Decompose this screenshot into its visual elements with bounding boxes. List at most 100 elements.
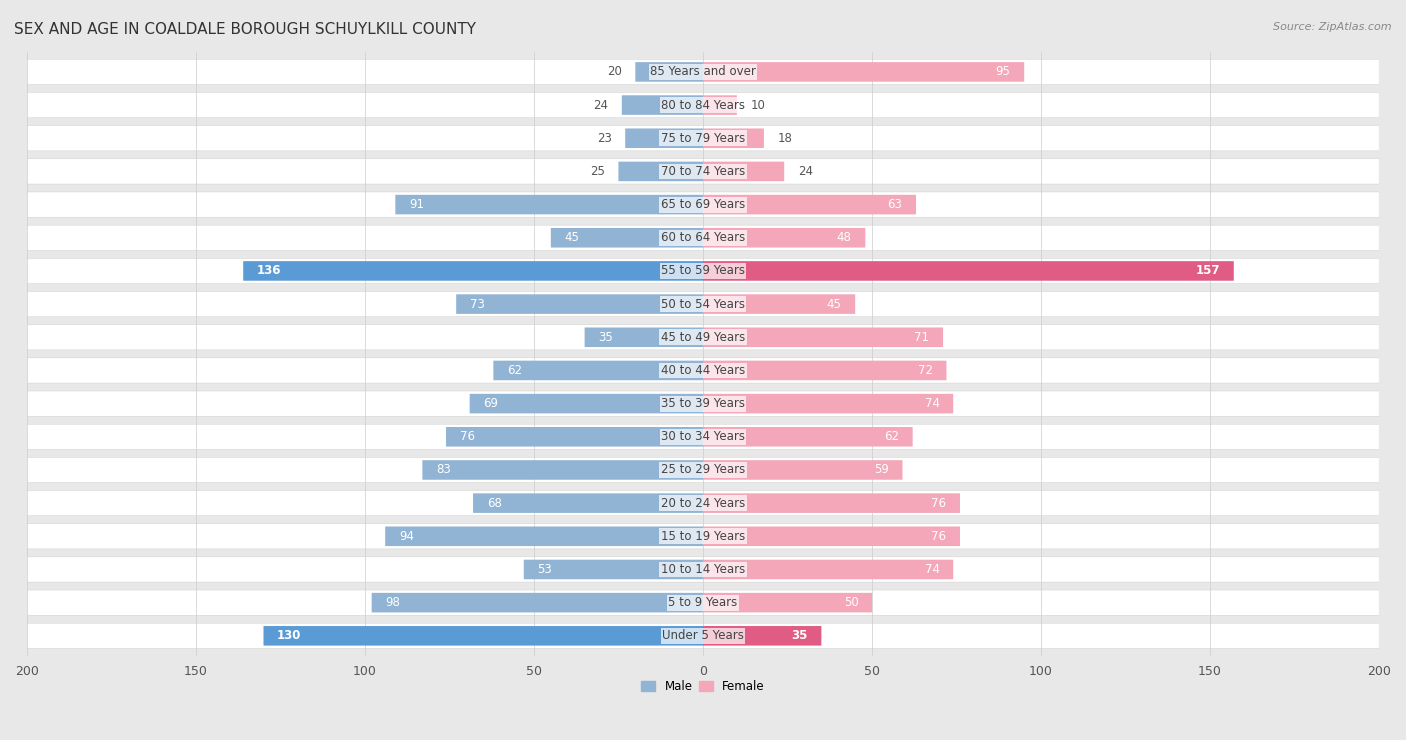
Text: 94: 94 (399, 530, 413, 543)
FancyBboxPatch shape (27, 457, 1379, 482)
FancyBboxPatch shape (27, 391, 1379, 416)
FancyBboxPatch shape (703, 295, 855, 314)
FancyBboxPatch shape (446, 427, 703, 446)
Text: 75 to 79 Years: 75 to 79 Years (661, 132, 745, 145)
FancyBboxPatch shape (703, 195, 917, 215)
FancyBboxPatch shape (385, 527, 703, 546)
Legend: Male, Female: Male, Female (637, 676, 769, 698)
Text: 10 to 14 Years: 10 to 14 Years (661, 563, 745, 576)
Text: 68: 68 (486, 497, 502, 510)
Text: 71: 71 (914, 331, 929, 344)
Text: 24: 24 (593, 98, 609, 112)
FancyBboxPatch shape (703, 593, 872, 613)
Text: 18: 18 (778, 132, 792, 145)
Text: 24: 24 (797, 165, 813, 178)
FancyBboxPatch shape (27, 424, 1379, 449)
Text: 63: 63 (887, 198, 903, 211)
Text: 50: 50 (844, 596, 859, 609)
FancyBboxPatch shape (703, 261, 1234, 280)
FancyBboxPatch shape (27, 92, 1379, 118)
Text: 35: 35 (792, 629, 808, 642)
Text: 45: 45 (564, 232, 579, 244)
FancyBboxPatch shape (243, 261, 703, 280)
Text: 23: 23 (598, 132, 612, 145)
FancyBboxPatch shape (703, 626, 821, 645)
FancyBboxPatch shape (703, 228, 865, 248)
FancyBboxPatch shape (27, 159, 1379, 184)
FancyBboxPatch shape (703, 527, 960, 546)
Text: 76: 76 (931, 497, 946, 510)
FancyBboxPatch shape (636, 62, 703, 81)
FancyBboxPatch shape (27, 590, 1379, 615)
FancyBboxPatch shape (27, 258, 1379, 283)
Text: 72: 72 (918, 364, 932, 377)
Text: 95: 95 (995, 65, 1011, 78)
FancyBboxPatch shape (494, 360, 703, 380)
Text: 5 to 9 Years: 5 to 9 Years (668, 596, 738, 609)
Text: 59: 59 (875, 463, 889, 477)
Text: 83: 83 (436, 463, 451, 477)
Text: 40 to 44 Years: 40 to 44 Years (661, 364, 745, 377)
FancyBboxPatch shape (621, 95, 703, 115)
Text: 62: 62 (884, 430, 898, 443)
FancyBboxPatch shape (703, 95, 737, 115)
FancyBboxPatch shape (456, 295, 703, 314)
FancyBboxPatch shape (703, 62, 1024, 81)
Text: 98: 98 (385, 596, 401, 609)
Text: 60 to 64 Years: 60 to 64 Years (661, 232, 745, 244)
Text: 35: 35 (598, 331, 613, 344)
FancyBboxPatch shape (472, 494, 703, 513)
Text: 48: 48 (837, 232, 852, 244)
Text: Source: ZipAtlas.com: Source: ZipAtlas.com (1274, 22, 1392, 33)
Text: 73: 73 (470, 297, 485, 311)
FancyBboxPatch shape (27, 557, 1379, 582)
FancyBboxPatch shape (703, 360, 946, 380)
FancyBboxPatch shape (703, 161, 785, 181)
Text: 74: 74 (925, 397, 939, 410)
Text: 45 to 49 Years: 45 to 49 Years (661, 331, 745, 344)
FancyBboxPatch shape (703, 328, 943, 347)
FancyBboxPatch shape (703, 559, 953, 579)
FancyBboxPatch shape (27, 192, 1379, 218)
Text: 74: 74 (925, 563, 939, 576)
Text: 25 to 29 Years: 25 to 29 Years (661, 463, 745, 477)
FancyBboxPatch shape (27, 292, 1379, 317)
Text: 157: 157 (1195, 264, 1220, 278)
FancyBboxPatch shape (703, 427, 912, 446)
Text: 65 to 69 Years: 65 to 69 Years (661, 198, 745, 211)
FancyBboxPatch shape (27, 524, 1379, 549)
Text: 53: 53 (537, 563, 553, 576)
Text: 76: 76 (931, 530, 946, 543)
FancyBboxPatch shape (703, 460, 903, 480)
FancyBboxPatch shape (703, 494, 960, 513)
Text: SEX AND AGE IN COALDALE BOROUGH SCHUYLKILL COUNTY: SEX AND AGE IN COALDALE BOROUGH SCHUYLKI… (14, 22, 477, 37)
Text: Under 5 Years: Under 5 Years (662, 629, 744, 642)
Text: 45: 45 (827, 297, 842, 311)
FancyBboxPatch shape (27, 358, 1379, 383)
Text: 15 to 19 Years: 15 to 19 Years (661, 530, 745, 543)
Text: 136: 136 (257, 264, 281, 278)
Text: 50 to 54 Years: 50 to 54 Years (661, 297, 745, 311)
Text: 85 Years and over: 85 Years and over (650, 65, 756, 78)
Text: 20 to 24 Years: 20 to 24 Years (661, 497, 745, 510)
Text: 10: 10 (751, 98, 765, 112)
FancyBboxPatch shape (27, 126, 1379, 151)
FancyBboxPatch shape (585, 328, 703, 347)
FancyBboxPatch shape (371, 593, 703, 613)
FancyBboxPatch shape (27, 623, 1379, 648)
Text: 70 to 74 Years: 70 to 74 Years (661, 165, 745, 178)
Text: 80 to 84 Years: 80 to 84 Years (661, 98, 745, 112)
Text: 62: 62 (508, 364, 522, 377)
Text: 30 to 34 Years: 30 to 34 Years (661, 430, 745, 443)
FancyBboxPatch shape (27, 325, 1379, 350)
Text: 91: 91 (409, 198, 425, 211)
FancyBboxPatch shape (470, 394, 703, 414)
FancyBboxPatch shape (27, 491, 1379, 516)
FancyBboxPatch shape (395, 195, 703, 215)
FancyBboxPatch shape (619, 161, 703, 181)
FancyBboxPatch shape (626, 129, 703, 148)
FancyBboxPatch shape (27, 225, 1379, 250)
Text: 69: 69 (484, 397, 498, 410)
Text: 25: 25 (591, 165, 605, 178)
Text: 35 to 39 Years: 35 to 39 Years (661, 397, 745, 410)
